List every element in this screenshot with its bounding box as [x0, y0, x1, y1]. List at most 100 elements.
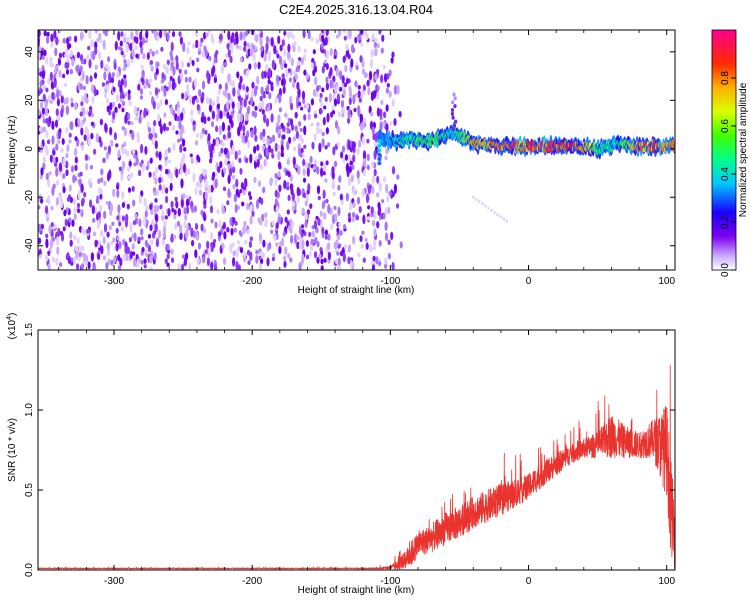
spectrogram-noise-cell — [219, 161, 223, 169]
spectrogram-noise-cell — [286, 181, 290, 187]
spectrogram-noise-cell — [50, 205, 54, 211]
spectrogram-noise-cell — [90, 132, 94, 140]
spectrogram-noise-cell — [196, 57, 200, 63]
spectrogram-noise-cell — [274, 177, 278, 186]
spectrogram-noise-cell — [286, 185, 290, 191]
spectrogram-noise-cell — [373, 228, 377, 237]
spectrogram-noise-cell — [312, 88, 317, 97]
spectrogram-noise-cell — [58, 90, 62, 97]
spectrogram-noise-cell — [337, 257, 341, 267]
spectrogram-noise-cell — [126, 246, 130, 255]
spectrogram-noise-cell — [114, 106, 118, 113]
spectrogram-noise-cell — [83, 134, 87, 141]
spectrogram-noise-cell — [287, 31, 291, 40]
spectrogram-noise-cell — [256, 158, 260, 168]
spectrogram-noise-cell — [241, 138, 245, 143]
spectrogram-noise-cell — [227, 73, 231, 83]
spectrogram-faint-cell — [499, 215, 502, 219]
spectrogram-noise-cell — [175, 200, 179, 209]
spectrogram-noise-cell — [239, 75, 243, 84]
spectrogram-noise-cell — [132, 148, 136, 155]
spectrogram-noise-cell — [183, 207, 187, 215]
spectrogram-noise-cell — [234, 150, 238, 160]
spectrogram-noise-cell — [55, 167, 59, 177]
spectrogram-noise-cell — [212, 138, 216, 147]
spectrogram-noise-cell — [190, 117, 194, 123]
spectrogram-noise-cell — [261, 70, 265, 80]
spectrogram-noise-cell — [314, 76, 318, 86]
spectrogram-noise-cell — [188, 56, 193, 63]
spectrogram-noise-cell — [183, 257, 187, 267]
spectrogram-noise-cell — [366, 216, 371, 221]
spectrogram-noise-cell — [384, 263, 388, 269]
spectrogram-noise-cell — [359, 235, 363, 243]
spectrogram-noise-cell — [284, 216, 288, 223]
spectrogram-noise-cell — [226, 227, 230, 233]
spectrogram-noise-cell — [265, 36, 269, 44]
spectrogram-noise-cell — [305, 193, 309, 202]
spectrogram-noise-cell — [155, 213, 159, 222]
spectrogram-noise-cell — [120, 226, 124, 232]
spectrogram-spike-cell — [451, 127, 455, 132]
spectrogram-noise-cell — [249, 236, 253, 242]
spectrogram-noise-cell — [303, 125, 307, 136]
spectrogram-noise-cell — [320, 42, 324, 50]
spectrogram-noise-cell — [386, 73, 390, 80]
spectrogram-noise-cell — [163, 87, 167, 97]
spectrogram-noise-cell — [347, 140, 352, 151]
spectrogram-noise-cell — [334, 120, 339, 129]
spectrogram-noise-cell — [216, 95, 220, 105]
spectrogram-noise-cell — [382, 212, 386, 220]
spectrogram-noise-cell — [358, 97, 362, 103]
spectrogram-noise-cell — [260, 258, 264, 264]
spectrogram-noise-cell — [277, 170, 281, 178]
spectrogram-noise-cell — [215, 50, 219, 55]
spectrogram-noise-cell — [290, 102, 294, 111]
spectrogram-noise-cell — [75, 117, 79, 128]
spectrogram-noise-cell — [135, 30, 139, 36]
spectrogram-noise-cell — [270, 229, 274, 234]
spectrogram-noise-cell — [181, 263, 185, 270]
spectrogram-noise-cell — [124, 92, 128, 97]
spectrogram-noise-cell — [192, 230, 197, 239]
spectrogram-noise-cell — [352, 201, 356, 209]
spectrogram-noise-cell — [384, 232, 389, 242]
spectrogram-noise-cell — [242, 84, 246, 91]
spectrogram-noise-cell — [254, 134, 258, 142]
spectrogram-noise-cell — [116, 189, 120, 198]
spectrogram-noise-cell — [155, 68, 159, 75]
spectrogram-noise-cell — [180, 198, 184, 208]
spectrogram-noise-cell — [137, 236, 141, 242]
spectrogram-noise-cell — [85, 75, 89, 85]
spectrogram-noise-cell — [51, 120, 55, 130]
spectrogram-noise-cell — [89, 75, 93, 83]
spectrogram-noise-cell — [204, 191, 208, 201]
spectrogram-noise-cell — [120, 31, 124, 37]
spectrogram-noise-cell — [235, 35, 239, 45]
spectrogram-noise-cell — [49, 56, 53, 62]
spectrogram-noise-cell — [59, 231, 64, 236]
spectrogram-noise-cell — [134, 45, 138, 51]
spectrogram-noise-cell — [187, 41, 191, 46]
spectrogram-noise-cell — [208, 55, 212, 62]
spectrogram-noise-cell — [332, 146, 336, 156]
spectrogram-noise-cell — [239, 132, 244, 139]
spectrogram-noise-cell — [153, 204, 157, 215]
spectrogram-noise-cell — [332, 191, 336, 197]
spectrogram-noise-cell — [104, 92, 108, 99]
spectrogram-streak-cell — [377, 161, 382, 166]
spectrogram-noise-cell — [74, 164, 78, 171]
spectrogram-noise-cell — [267, 67, 272, 78]
spectrogram-noise-cell — [69, 68, 73, 75]
spectrogram-noise-cell — [309, 155, 313, 164]
spectrogram-noise-cell — [380, 74, 384, 84]
spectrogram-noise-cell — [219, 33, 223, 42]
spectrogram-noise-cell — [103, 181, 107, 186]
spectrogram-noise-cell — [374, 73, 378, 81]
spectrogram-noise-cell — [325, 82, 329, 91]
spectrogram-noise-cell — [232, 217, 236, 224]
spectrogram-noise-cell — [231, 79, 235, 89]
spectrogram-noise-cell — [337, 206, 341, 216]
spectrogram-noise-cell — [168, 159, 172, 164]
spectrogram-noise-cell — [290, 188, 294, 196]
